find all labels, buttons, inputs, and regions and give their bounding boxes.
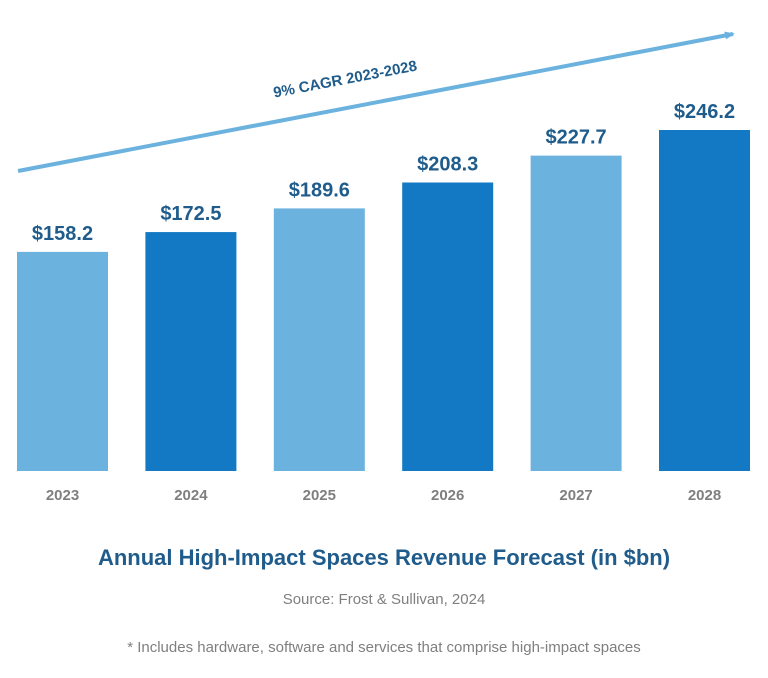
bar-2025 xyxy=(273,208,365,471)
revenue-bar-chart: 9% CAGR 2023-2028 $158.22023$172.52024$1… xyxy=(17,31,750,504)
x-tick-label-2025: 2025 xyxy=(303,487,336,504)
value-label-2026: $208.3 xyxy=(417,153,478,175)
bar-2023 xyxy=(17,251,108,471)
bar-2028 xyxy=(659,130,750,471)
bar-2027 xyxy=(530,155,622,471)
bar-2024 xyxy=(145,232,237,471)
footnote: * Includes hardware, software and servic… xyxy=(127,639,641,656)
chart-title: Annual High-Impact Spaces Revenue Foreca… xyxy=(97,545,671,570)
x-tick-label-2023: 2023 xyxy=(46,487,79,504)
cagr-arrow xyxy=(17,31,735,173)
x-tick-label-2026: 2026 xyxy=(431,487,464,504)
value-label-2024: $172.5 xyxy=(160,203,221,225)
source-note: Source: Frost & Sullivan, 2024 xyxy=(282,591,486,608)
value-label-2023: $158.2 xyxy=(32,223,93,245)
value-label-2028: $246.2 xyxy=(674,101,735,123)
bar-2026 xyxy=(402,182,494,471)
value-label-2027: $227.7 xyxy=(546,127,607,149)
cagr-label: 9% CAGR 2023-2028 xyxy=(272,58,419,102)
x-tick-label-2024: 2024 xyxy=(174,487,208,504)
x-tick-label-2028: 2028 xyxy=(688,487,721,504)
x-tick-label-2027: 2027 xyxy=(559,487,592,504)
value-label-2025: $189.6 xyxy=(289,179,350,201)
bar-group: $158.2 2023 $172.5 2024 $189.6 2025 $208.3 2026… xyxy=(17,101,750,504)
